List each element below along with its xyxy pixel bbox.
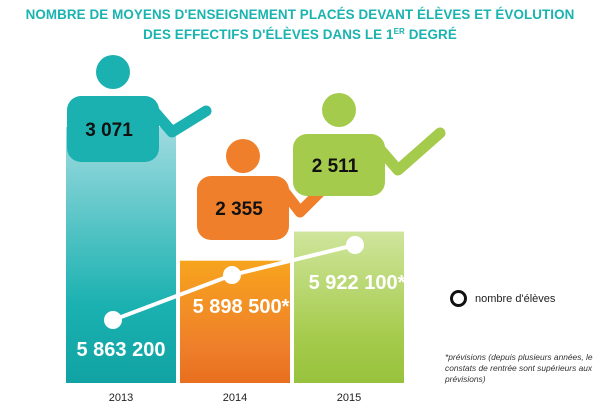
footnote: *prévisions (depuis plusieurs années, le…: [445, 352, 593, 384]
chart-title: NOMBRE DE MOYENS D'ENSEIGNEMENT PLACÉS D…: [0, 6, 600, 43]
students-point-2014: [223, 266, 241, 285]
legend-marker-icon: [450, 290, 467, 307]
x-tick-label-2013: 2013: [109, 392, 133, 404]
bar-2013: [66, 127, 176, 383]
bar-value-label-2014: 2 355: [215, 199, 263, 220]
legend: nombre d'élèves: [450, 290, 555, 307]
x-tick-label-2015: 2015: [337, 392, 361, 404]
teacher-head-icon-2014: [226, 139, 260, 173]
legend-label: nombre d'élèves: [475, 292, 556, 305]
students-value-label-2015: 5 922 100*: [309, 272, 406, 294]
title-line-2-start: DES EFFECTIFS D'ÉLÈVES DANS LE 1: [143, 27, 394, 42]
teacher-head-icon-2013: [96, 55, 130, 89]
title-line-2: DES EFFECTIFS D'ÉLÈVES DANS LE 1ER DEGRÉ: [0, 23, 600, 43]
students-point-2013: [104, 311, 122, 329]
title-line-1: NOMBRE DE MOYENS D'ENSEIGNEMENT PLACÉS D…: [25, 7, 575, 22]
title-line-2-end: DEGRÉ: [404, 27, 457, 42]
bar-value-label-2013: 3 071: [85, 120, 133, 141]
students-point-2015: [346, 236, 364, 254]
students-value-label-2013: 5 863 200: [77, 339, 166, 361]
pointer-arm-icon-2015: [373, 127, 446, 176]
x-tick-label-2014: 2014: [223, 392, 247, 404]
teacher-head-icon-2015: [322, 93, 356, 127]
students-value-label-2014: 5 898 500*: [193, 296, 290, 318]
teacher-body-icon-2015: [293, 134, 385, 196]
title-line-2-sup: ER: [393, 27, 405, 36]
teacher-body-icon-2014: [197, 176, 289, 240]
bar-value-label-2015: 2 511: [312, 156, 359, 177]
pointer-arm-icon-2013: [147, 104, 212, 138]
teacher-body-icon-2013: [67, 96, 159, 162]
